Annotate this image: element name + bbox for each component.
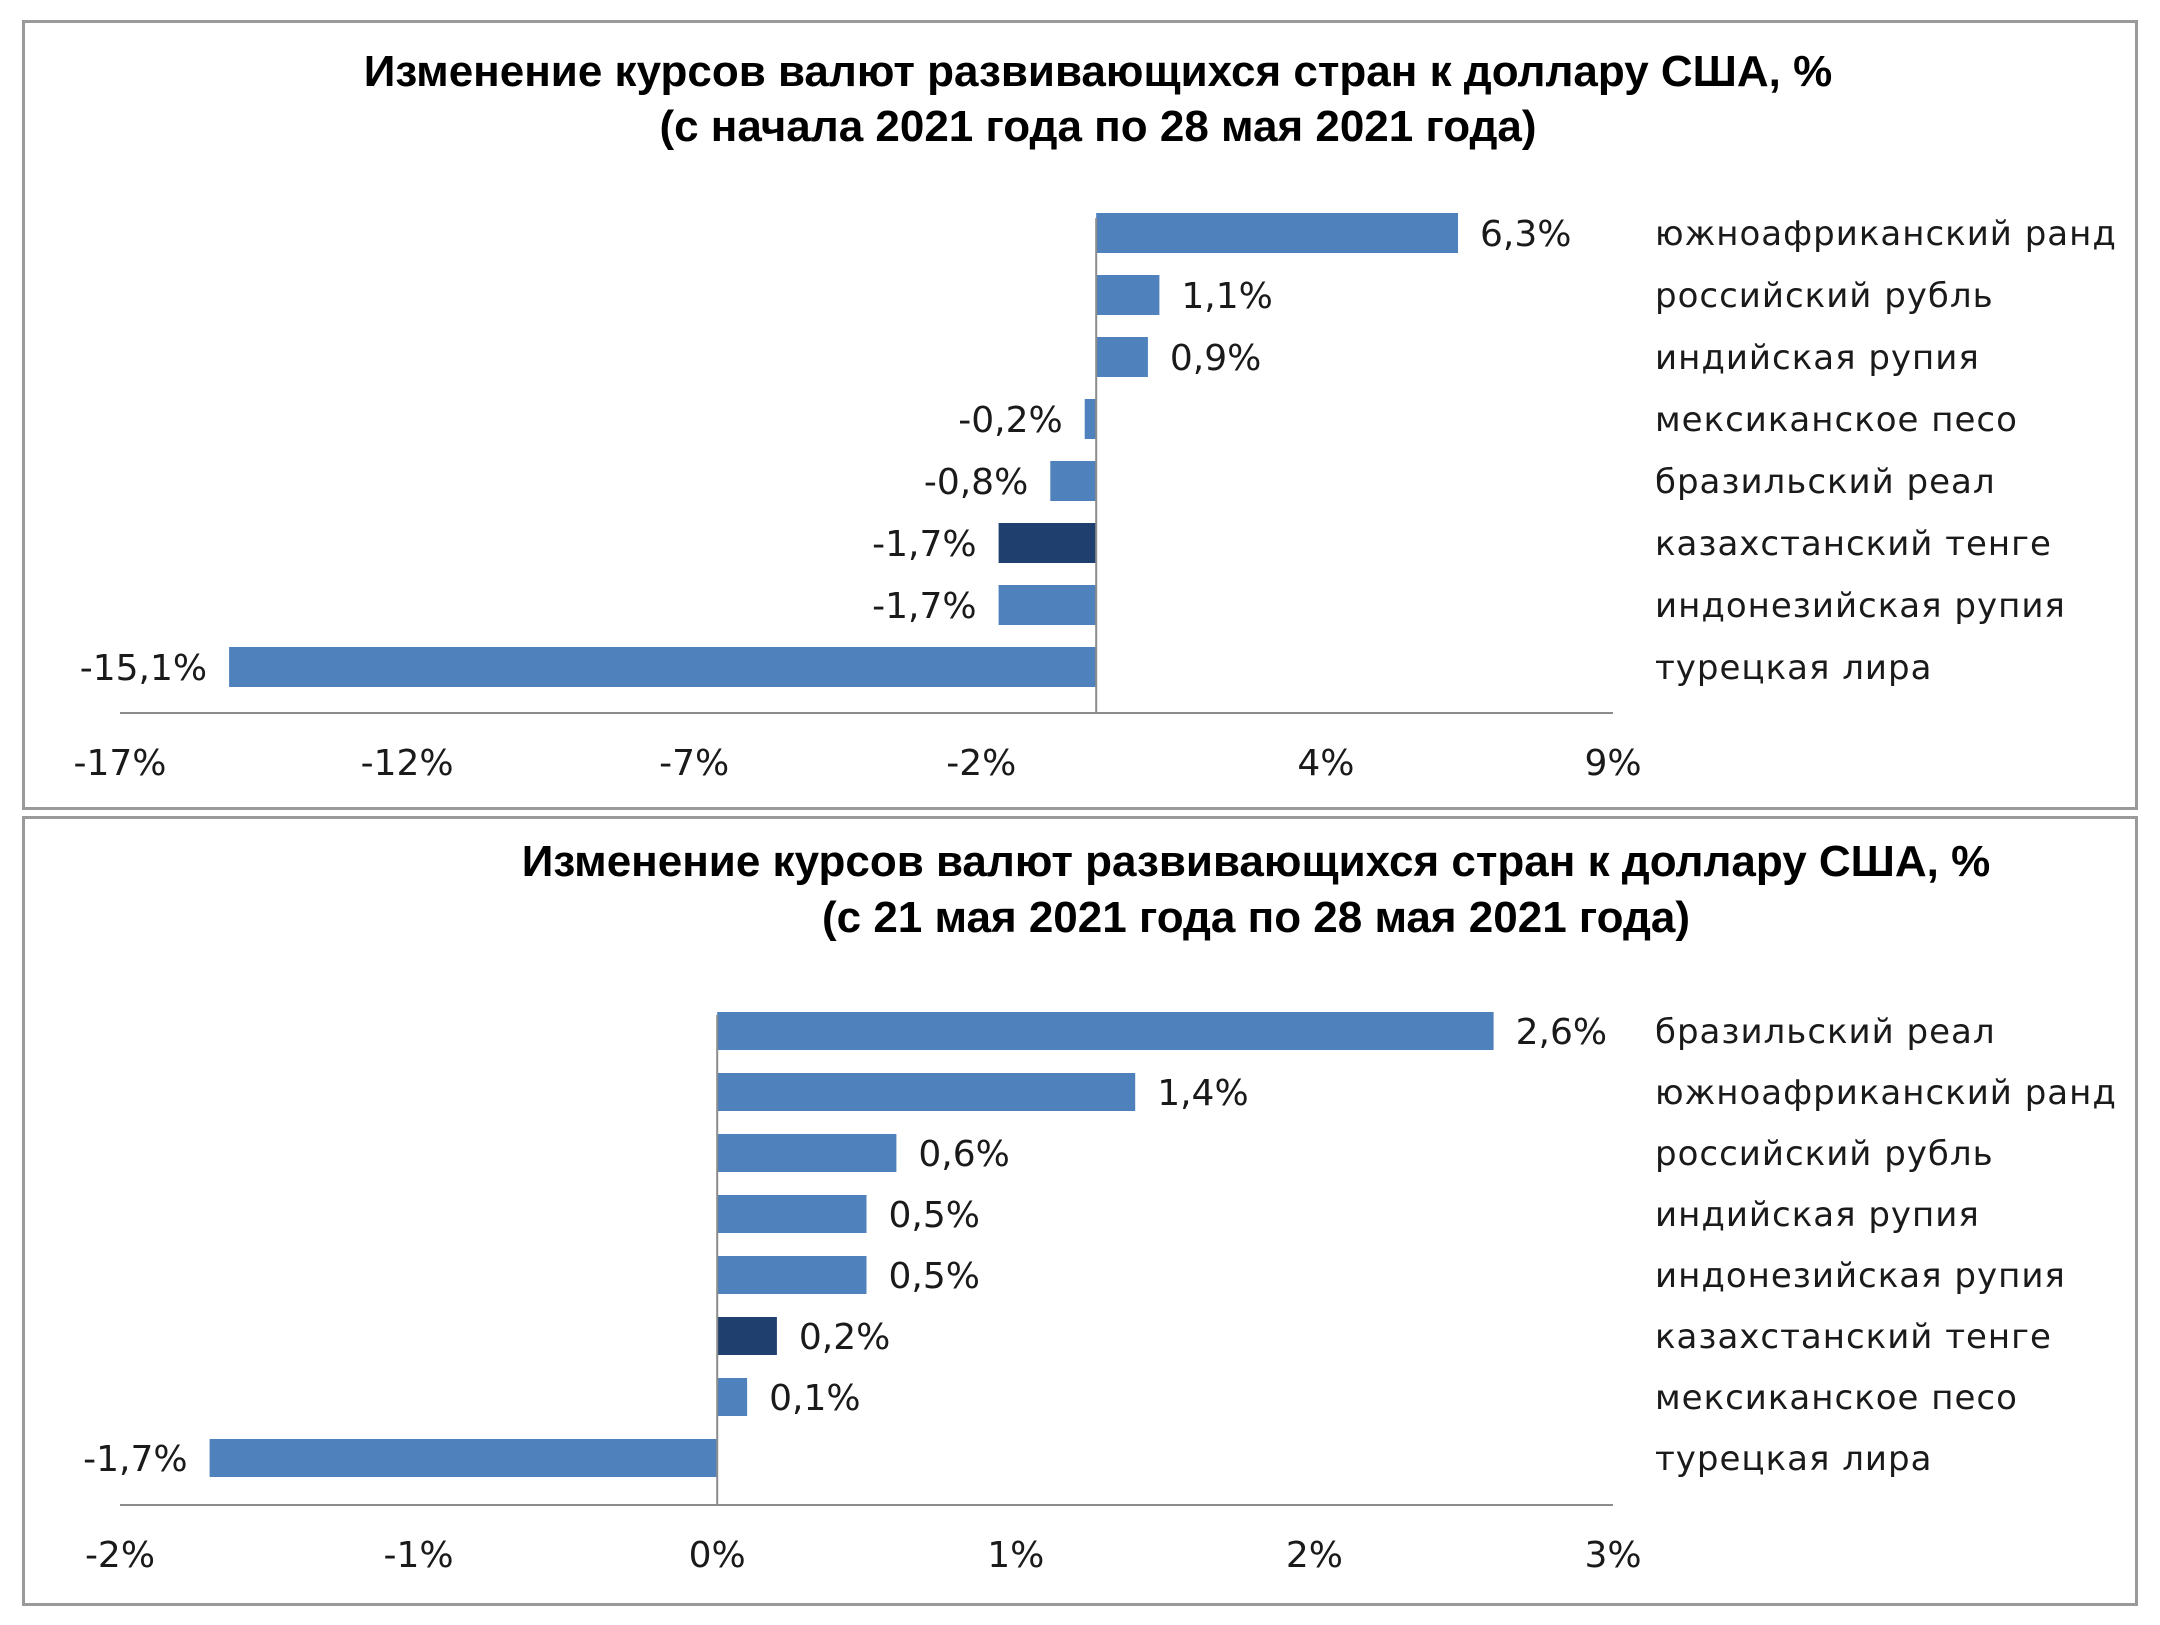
category-label: индонезийская рупия xyxy=(1655,586,2066,626)
category-label: мексиканское песо xyxy=(1655,1378,2018,1418)
data-label: -1,7% xyxy=(872,586,976,627)
category-label: индийская рупия xyxy=(1655,1195,1980,1235)
data-label: 2,6% xyxy=(1516,1012,1607,1053)
data-label: 0,2% xyxy=(799,1317,890,1358)
data-label: 0,5% xyxy=(889,1195,980,1236)
category-label: турецкая лира xyxy=(1655,1439,1932,1479)
category-label: бразильский реал xyxy=(1655,462,1996,502)
category-label: мексиканское песо xyxy=(1655,400,2018,440)
bar xyxy=(717,1378,748,1416)
chart-weekly: Изменение курсов валют развивающихся стр… xyxy=(83,837,2117,1576)
data-label: 0,6% xyxy=(918,1134,1009,1175)
category-label: российский рубль xyxy=(1655,1134,1994,1174)
bar xyxy=(209,1439,718,1477)
bar xyxy=(1096,213,1458,253)
category-label: казахстанский тенге xyxy=(1655,1317,2052,1357)
bar xyxy=(717,1317,777,1355)
category-label: индонезийская рупия xyxy=(1655,1256,2066,1296)
data-label: 1,1% xyxy=(1181,276,1272,317)
category-label: казахстанский тенге xyxy=(1655,524,2052,564)
bar xyxy=(717,1195,867,1233)
category-label: южноафриканский ранд xyxy=(1655,1073,2117,1113)
bar xyxy=(998,585,1097,625)
x-tick-label: -7% xyxy=(659,743,729,784)
chart-subtitle: (с начала 2021 года по 28 мая 2021 года) xyxy=(659,102,1536,151)
category-label: турецкая лира xyxy=(1655,648,1932,688)
x-tick-label: 4% xyxy=(1297,743,1354,784)
chart-ytd: Изменение курсов валют развивающихся стр… xyxy=(73,47,2117,784)
x-tick-label: 0% xyxy=(689,1535,746,1576)
x-tick-label: 3% xyxy=(1584,1535,1641,1576)
category-label: российский рубль xyxy=(1655,276,1994,316)
x-tick-label: 9% xyxy=(1584,743,1641,784)
data-label: -0,8% xyxy=(924,462,1028,503)
data-label: 0,9% xyxy=(1170,338,1261,379)
bar xyxy=(1084,399,1097,439)
bar xyxy=(717,1256,867,1294)
bar xyxy=(717,1073,1136,1111)
bar xyxy=(998,523,1097,563)
x-tick-label: 1% xyxy=(987,1535,1044,1576)
x-tick-label: -12% xyxy=(361,743,454,784)
x-tick-label: -1% xyxy=(384,1535,454,1576)
data-label: 0,5% xyxy=(889,1256,980,1297)
data-label: 6,3% xyxy=(1480,214,1571,255)
category-label: бразильский реал xyxy=(1655,1012,1996,1052)
data-label: 0,1% xyxy=(769,1378,860,1419)
bar xyxy=(717,1012,1494,1050)
x-tick-label: 2% xyxy=(1286,1535,1343,1576)
data-label: -15,1% xyxy=(80,648,207,689)
chart-panel-ytd: Изменение курсов валют развивающихся стр… xyxy=(22,20,2138,810)
bar xyxy=(229,647,1097,687)
data-label: -0,2% xyxy=(958,400,1062,441)
data-label: -1,7% xyxy=(872,524,976,565)
chart-subtitle: (с 21 мая 2021 года по 28 мая 2021 года) xyxy=(822,893,1690,942)
bar xyxy=(717,1134,897,1172)
data-label: -1,7% xyxy=(83,1439,187,1480)
chart-title: Изменение курсов валют развивающихся стр… xyxy=(522,837,1990,886)
bar xyxy=(1096,275,1160,315)
data-label: 1,4% xyxy=(1157,1073,1248,1114)
chart-title: Изменение курсов валют развивающихся стр… xyxy=(364,47,1832,96)
bar xyxy=(1050,461,1097,501)
x-tick-label: -17% xyxy=(73,743,166,784)
category-label: южноафриканский ранд xyxy=(1655,214,2117,254)
x-tick-label: -2% xyxy=(946,743,1016,784)
category-label: индийская рупия xyxy=(1655,338,1980,378)
x-tick-label: -2% xyxy=(85,1535,155,1576)
chart-panel-weekly: Изменение курсов валют развивающихся стр… xyxy=(22,816,2138,1606)
bar xyxy=(1096,337,1148,377)
